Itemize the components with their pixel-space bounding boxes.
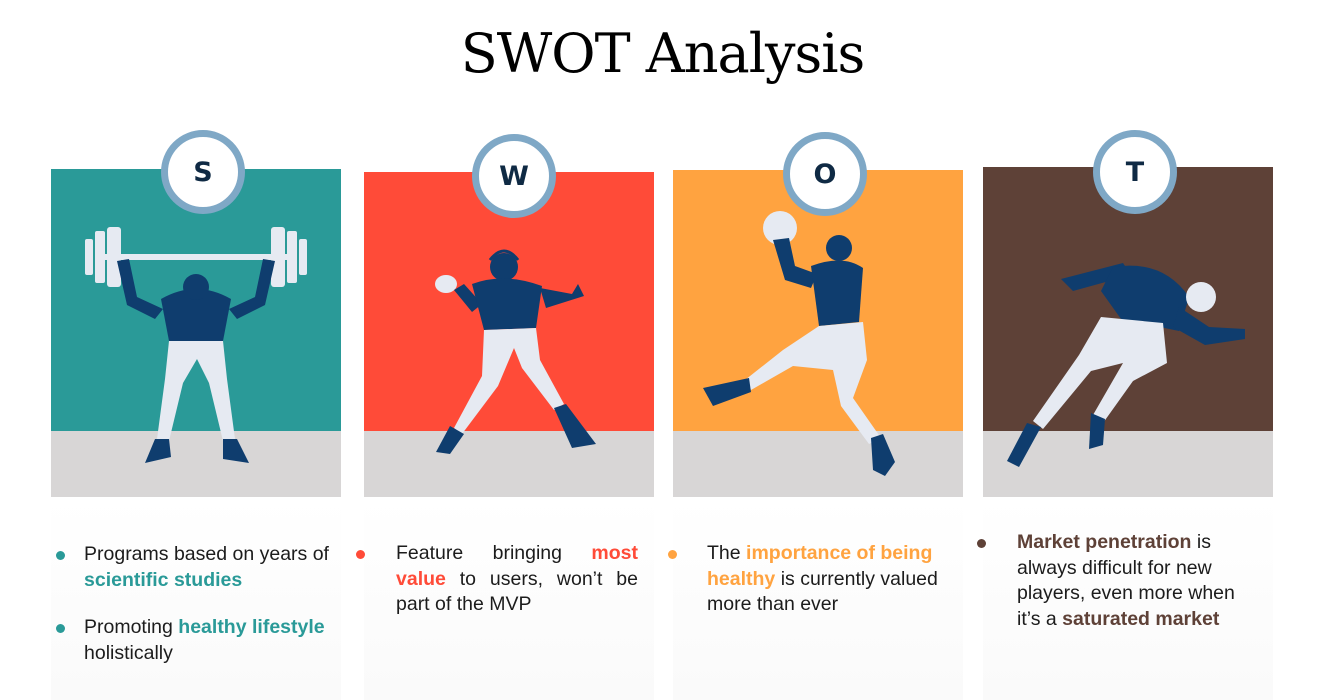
text: holistically <box>84 641 173 664</box>
strength-bullet-1: Programs based on years of scientific st… <box>52 542 337 593</box>
weaknesses-panel <box>364 172 654 497</box>
text: is currently valued more than ever <box>707 567 938 616</box>
text: to users, won’t be part of the MVP <box>396 567 638 616</box>
weightlifter-icon <box>85 227 307 463</box>
column-shade-o <box>673 497 963 700</box>
text: The <box>707 542 747 564</box>
text: is always difficult for new players, eve… <box>1017 531 1235 630</box>
opportunities-text: The importance of being healthy is curre… <box>664 541 954 618</box>
bullet-dot <box>356 550 365 559</box>
bullet-dot <box>56 551 65 560</box>
opportunities-panel <box>673 170 963 497</box>
sprinter-icon <box>1007 263 1245 467</box>
threats-panel <box>983 167 1273 497</box>
badge-w: W <box>472 134 556 218</box>
highlight-text: importance of being healthy <box>707 542 933 590</box>
threat-bullet-1: Market penetration is always difficult f… <box>973 530 1263 632</box>
basketball-player-icon <box>703 211 895 476</box>
strengths-panel <box>51 169 341 497</box>
opportunity-bullet-1: The importance of being healthy is curre… <box>664 541 954 618</box>
badge-s: S <box>161 130 245 214</box>
bullet-dot <box>977 539 986 548</box>
football-player-icon <box>435 249 596 454</box>
badge-o: O <box>783 132 867 216</box>
highlight-text: scientific studies <box>84 568 243 591</box>
highlight-text: Market penetration <box>1017 531 1192 553</box>
weaknesses-floor <box>364 431 654 497</box>
bullet-dot <box>56 624 65 633</box>
strengths-floor <box>51 431 341 497</box>
opportunities-floor <box>673 431 963 497</box>
weaknesses-text: Feature bringing most value to users, wo… <box>352 541 638 618</box>
weakness-bullet-1: Feature bringing most value to users, wo… <box>352 541 638 618</box>
highlight-text: saturated market <box>1062 607 1220 630</box>
slide-title: SWOT Analysis <box>460 22 865 85</box>
bullet-dot <box>668 550 677 559</box>
column-shade-w <box>364 497 654 700</box>
text: Promoting <box>84 616 179 638</box>
column-shade-t <box>983 497 1273 700</box>
strengths-text: Programs based on years of scientific st… <box>52 542 337 666</box>
column-shade-s <box>51 497 341 700</box>
highlight-text: healthy lifestyle <box>178 616 325 638</box>
highlight-text: most value <box>396 542 638 590</box>
text: Feature bringing <box>396 542 592 564</box>
strength-bullet-2: Promoting healthy lifestyle holistically <box>52 615 337 666</box>
text: Programs based on years of <box>84 543 329 565</box>
badge-t: T <box>1093 130 1177 214</box>
threats-text: Market penetration is always difficult f… <box>973 530 1263 632</box>
